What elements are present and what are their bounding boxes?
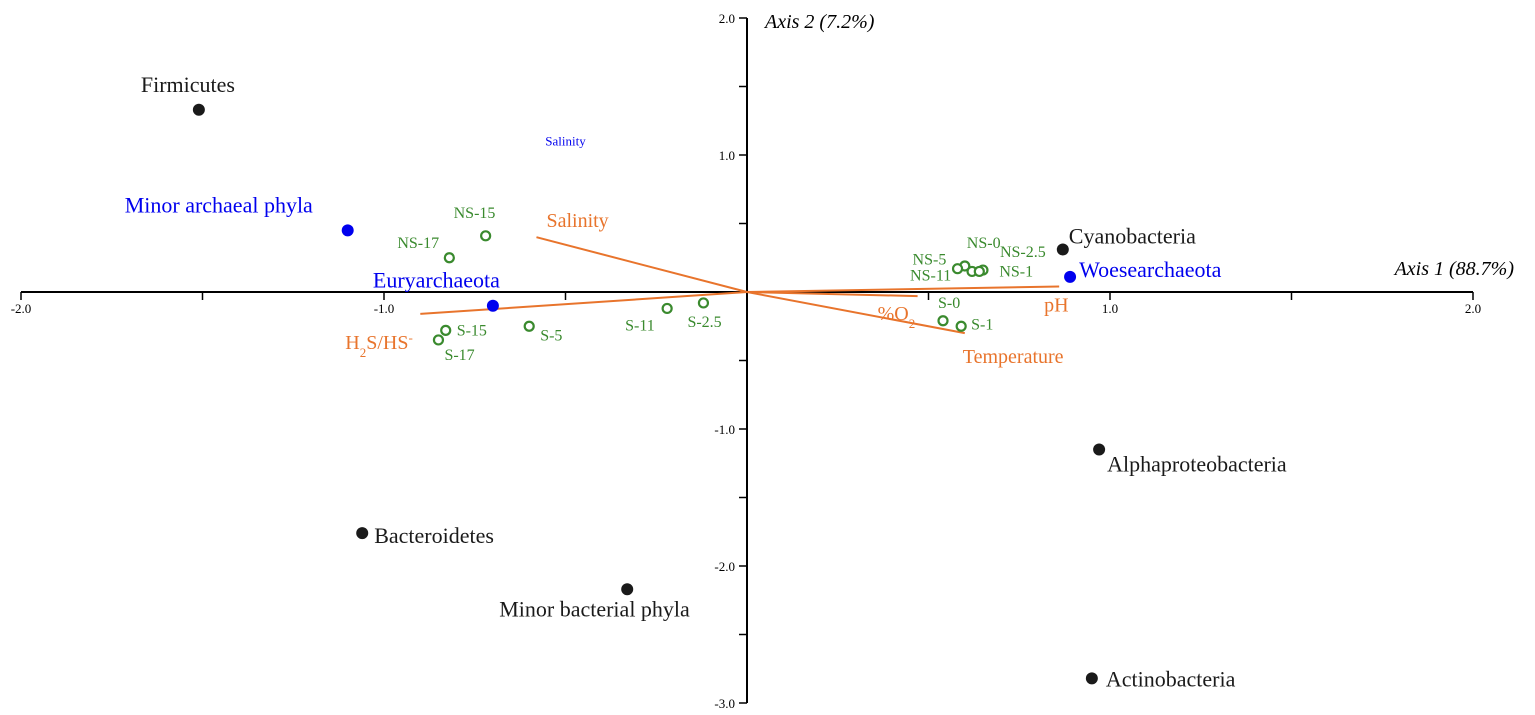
phylum-point-cyanobacteria [1056,243,1069,256]
site-label-s-15: S-15 [457,322,487,339]
site-point-s-17 [432,334,445,346]
site-point-s-0 [937,315,949,327]
vector-label-o2: %O2 [878,303,916,331]
x-tick-label: -1.0 [374,301,395,316]
phylum-label-actinobacteria: Actinobacteria [1106,666,1236,691]
site-label-s-1: S-1 [971,316,993,333]
vector-ph [746,285,1060,293]
y-tick-label: -3.0 [714,696,735,711]
phylum-point-actinobacteria [1085,672,1098,685]
site-point-s-1 [955,320,967,332]
vector-salinity [536,236,748,293]
vector-label-ph: pH [1044,295,1068,317]
site-point-ns-1 [973,265,985,278]
x-axis-title: Axis 1 (88.7%) [1393,258,1515,280]
point-labels: Salinity pH %O2 Temperature H2S/HS- Salinity N… [125,72,1287,692]
site-point-s-5 [523,320,535,332]
phylum-point-alphaproteobacteria [1093,443,1106,456]
phylum-label-minor-bacterial-phyla: Minor bacterial phyla [499,596,690,621]
site-point-s-15 [440,324,452,336]
phylum-label-firmicutes: Firmicutes [141,72,235,97]
phylum-label-euryarchaeota: Euryarchaeota [373,268,500,293]
annotation-salinity: Salinity [545,133,586,148]
site-point-ns-15 [480,230,492,242]
phylum-point-bacteroidetes [356,527,369,540]
phylum-label-bacteroidetes: Bacteroidetes [374,523,494,548]
vector-label-h2s-hs: H2S/HS- [345,329,413,359]
site-label-s-17: S-17 [444,347,474,364]
phylum-label-cyanobacteria: Cyanobacteria [1069,224,1196,249]
y-tick-label: -1.0 [714,422,735,437]
site-label-ns-1: NS-1 [999,263,1033,280]
site-point-s-2-5 [697,297,710,309]
data-points [192,103,1106,685]
vector-label-salinity: Salinity [546,210,608,232]
environmental-vectors [420,236,1060,335]
site-point-ns-5 [951,263,964,275]
vector-h2s-hs [420,291,748,315]
phylum-point-firmicutes [192,103,205,116]
phylum-point-euryarchaeota [486,299,499,312]
x-tick-label: 2.0 [1465,301,1481,316]
y-axis-title: Axis 2 (7.2%) [763,11,875,33]
site-label-ns-17: NS-17 [397,235,439,252]
vector-label-temperature: Temperature [963,346,1064,368]
phylum-point-minor-archaeal-phyla [341,224,354,237]
site-point-ns-17 [443,252,455,264]
phylum-point-woesearchaeota [1064,270,1077,283]
y-tick-label: 2.0 [719,11,735,26]
site-label-s-0: S-0 [938,295,960,312]
phylum-label-alphaproteobacteria: Alphaproteobacteria [1107,452,1287,477]
axes: -2.0 -1.0 1.0 2.0 2.0 1.0 -1.0 -2.0 -3.0 Axis 2 (… [11,11,1515,711]
site-label-ns-5: NS-5 [913,252,947,269]
x-tick-label: -2.0 [11,301,32,316]
site-label-ns-15: NS-15 [454,205,496,222]
site-point-s-11 [661,302,673,315]
site-label-s-11: S-11 [625,317,655,334]
phylum-point-minor-bacterial-phyla [621,583,634,596]
site-label-ns-0: NS-0 [967,235,1001,252]
site-label-ns-11: NS-11 [910,267,951,284]
phylum-label-woesearchaeota: Woesearchaeota [1079,257,1222,282]
y-tick-label: -2.0 [714,559,735,574]
vector-temperature [746,291,965,335]
x-tick-label: 1.0 [1102,301,1118,316]
site-label-ns-2-5: NS-2.5 [1000,244,1046,261]
phylum-label-minor-archaeal-phyla: Minor archaeal phyla [125,192,313,217]
y-tick-label: 1.0 [719,148,735,163]
site-label-s-2-5: S-2.5 [687,314,721,331]
site-label-s-5: S-5 [540,327,562,344]
vector-o2 [746,291,918,298]
